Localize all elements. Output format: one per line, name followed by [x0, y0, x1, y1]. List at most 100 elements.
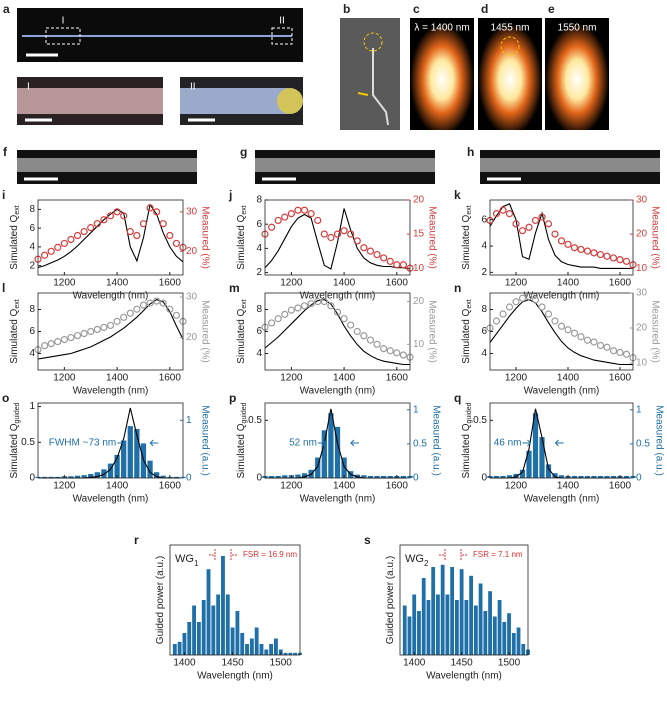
measured-point	[100, 323, 108, 332]
measured-point	[274, 315, 282, 323]
y-tick-label: 6	[256, 219, 262, 230]
measured-point	[60, 239, 68, 248]
y2-tick-label: 30	[186, 292, 198, 303]
waveguide	[180, 88, 288, 114]
y2-tick-label: 30	[636, 195, 648, 206]
bar	[464, 600, 469, 655]
bar	[334, 426, 341, 478]
plot-frame	[169, 544, 301, 656]
bar	[545, 464, 552, 478]
measured-point	[73, 231, 82, 240]
y2-tick-label: 10	[413, 263, 425, 274]
plot-frame	[399, 544, 529, 656]
bar	[315, 457, 321, 478]
bar	[374, 475, 380, 478]
measured-point	[139, 301, 148, 309]
bar	[81, 475, 87, 478]
fsr-marker	[439, 549, 467, 561]
panel-label: b	[343, 2, 350, 16]
y-tick-label: 0.5	[473, 415, 487, 426]
inset-label: I	[27, 82, 30, 93]
measured-point	[577, 245, 585, 254]
bar	[502, 622, 507, 655]
y2-tick-label: 20	[636, 229, 648, 240]
measured-point	[360, 244, 368, 252]
bar	[283, 652, 288, 655]
measured-point	[100, 216, 108, 224]
x-tick-label: 1400	[557, 278, 580, 289]
waveguide	[255, 158, 435, 172]
panel-label: i	[2, 188, 5, 202]
measured-point	[267, 319, 276, 327]
plot-frame	[489, 402, 634, 479]
marker-circle	[363, 32, 383, 52]
y2-axis-label: Measured (%)	[426, 206, 437, 269]
measured-point	[300, 302, 309, 310]
bar	[201, 600, 206, 655]
label-text: WG	[405, 553, 424, 565]
measured-point	[93, 325, 101, 334]
measured-point	[583, 336, 592, 344]
x-tick-label: 1400	[403, 658, 426, 669]
x-tick-label: 1200	[505, 481, 528, 492]
measured-point	[133, 231, 141, 240]
bar	[48, 476, 54, 478]
bar	[134, 428, 140, 478]
bar	[552, 473, 558, 478]
measured-point	[551, 230, 559, 238]
y-axis-label: Simulated Qext	[9, 205, 22, 269]
measured-point	[609, 347, 618, 355]
bar	[532, 413, 539, 478]
measured-point	[399, 261, 408, 269]
tip	[277, 88, 303, 114]
y-axis-label: Simulated Qext	[461, 299, 474, 363]
measured-point	[564, 240, 572, 248]
x-tick-label: 1400	[106, 481, 129, 492]
measured-point	[557, 322, 566, 330]
measured-point	[281, 213, 289, 221]
measured-point	[120, 313, 128, 321]
plot-frame	[264, 199, 411, 276]
measured-point	[93, 220, 101, 228]
measured-point	[386, 257, 394, 265]
bar	[426, 600, 431, 655]
measured-point	[287, 306, 295, 314]
x-tick-label: 1200	[280, 278, 303, 289]
measured-point	[47, 340, 55, 348]
x-axis-label: Wavelength (nm)	[524, 494, 600, 505]
y-tick-label: 8	[29, 304, 35, 315]
y-tick-label: 4	[29, 348, 35, 359]
bar	[493, 475, 500, 478]
measured-point	[126, 309, 134, 317]
bar	[584, 475, 591, 478]
measured-point	[544, 310, 553, 318]
y-tick-label: 8	[256, 195, 262, 206]
bar	[74, 475, 81, 478]
measured-point	[518, 294, 527, 302]
bar	[154, 472, 160, 478]
measured-point	[380, 254, 388, 262]
bar	[88, 473, 94, 478]
sem-image	[340, 18, 400, 130]
bar	[225, 594, 230, 655]
x-axis-label: Wavelength (nm)	[73, 386, 149, 397]
x-tick-label: 1500	[498, 658, 521, 669]
far-field-image	[545, 18, 609, 130]
bar	[526, 450, 532, 478]
panel-label: a	[3, 2, 10, 16]
bar	[293, 652, 298, 655]
measured-point	[590, 338, 598, 346]
y-tick-label: 8	[29, 204, 35, 215]
measured-point	[603, 252, 611, 260]
bar	[483, 611, 488, 655]
x-axis-label: Wavelength (nm)	[73, 291, 149, 302]
measured-point	[596, 250, 605, 259]
measured-point	[294, 304, 302, 312]
y-label-text: Simulated Q	[236, 423, 247, 478]
panel-label: h	[467, 145, 474, 159]
bar	[492, 616, 497, 655]
bar	[421, 578, 426, 655]
y2-tick-label: 1	[413, 404, 419, 415]
y2-axis-label: Measured (%)	[199, 206, 210, 269]
measured-point	[80, 329, 88, 338]
